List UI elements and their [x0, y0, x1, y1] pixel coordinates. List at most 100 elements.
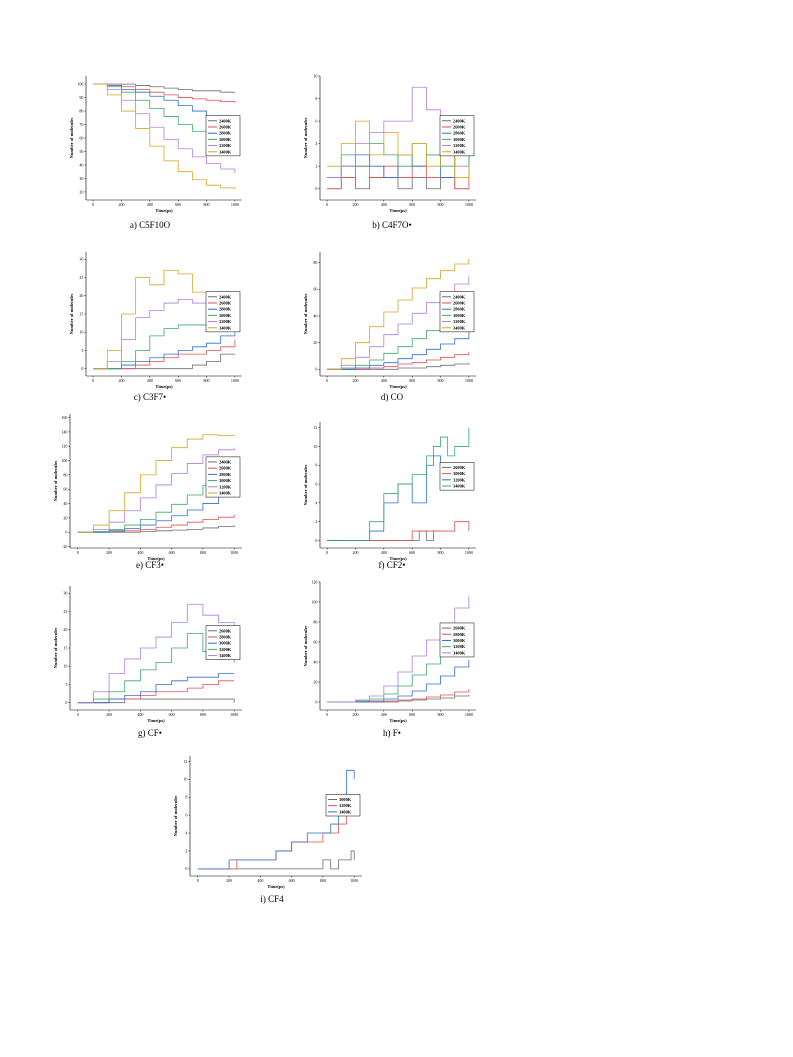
x-axis-label: Time(ps)	[389, 208, 407, 213]
y-tick-label: 60	[313, 639, 317, 644]
y-tick-label: 100	[311, 599, 317, 604]
y-tick-label: 0	[315, 186, 317, 191]
y-tick-label: 0	[65, 700, 67, 705]
x-axis-label: Time(ps)	[155, 208, 173, 213]
series-line-3000K	[197, 850, 355, 870]
series-line-3000K	[327, 521, 470, 541]
chart-svg-i: 0 200 400 600 800 1000 0 2 4 6 8 10 12 Time(ps) Number…	[173, 756, 362, 889]
chart-panel-b: 0 200 400 600 800 1000 0 2 4 6 8 10 Time(ps) Number o…	[300, 72, 480, 222]
chart-panel-g: 0 200 400 600 800 1000 0 5 10 15 20 25 30 Time(ps) Num…	[50, 582, 246, 732]
series-line-3200K	[93, 83, 236, 174]
legend-label-2800K: 2800K	[219, 307, 232, 312]
x-tick-label: 0	[92, 202, 94, 207]
x-tick-label: 800	[438, 202, 444, 207]
y-tick-label: 20	[63, 627, 67, 632]
legend-label-3200K: 3200K	[219, 484, 232, 489]
chart-svg-g: 0 200 400 600 800 1000 0 5 10 15 20 25 30 Time(ps) Num…	[53, 586, 242, 723]
y-tick-label: 12	[183, 759, 187, 764]
y-tick-label: 80	[63, 472, 67, 477]
series-line-2800K	[77, 487, 235, 533]
y-axis-label: Number of molecules	[303, 464, 308, 505]
chart-panel-c: 0 200 400 600 800 1000 0 5 10 15 20 25 30 Time(ps) Num…	[66, 248, 246, 398]
legend-box	[205, 291, 241, 333]
legend-label-2400K: 2400K	[219, 459, 232, 464]
legend-label-2600K: 2600K	[219, 628, 232, 633]
series-line-2600K	[93, 83, 236, 103]
legend-box	[439, 115, 475, 157]
y-tick-label: 30	[63, 591, 67, 596]
y-tick-label: 6	[315, 118, 317, 123]
x-tick-label: 800	[438, 378, 444, 383]
series-line-2800K	[327, 330, 470, 370]
y-tick-label: 60	[313, 287, 317, 292]
x-axis-label: Time(ps)	[389, 384, 407, 389]
x-tick-label: 400	[381, 378, 387, 383]
x-tick-label: 1000	[231, 378, 239, 383]
x-axis-label: Time(ps)	[147, 556, 165, 561]
series-line-2800K	[93, 332, 236, 370]
series-line-3200K	[77, 447, 235, 533]
legend-label-3200K: 3200K	[339, 803, 352, 808]
chart-svg-h: 0 200 400 600 800 1000 0 20 40 60 80 100 120 Time(ps)…	[303, 579, 476, 723]
chart-svg-c: 0 200 400 600 800 1000 0 5 10 15 20 25 30 Time(ps) Num…	[69, 252, 242, 389]
y-tick-label: 160	[61, 415, 67, 420]
panel-caption-f: f) CF2•	[378, 560, 406, 570]
x-tick-label: 0	[92, 378, 94, 383]
panel-caption-e: e) CF3•	[136, 560, 164, 570]
y-axis-label: Number of molecules	[53, 460, 58, 501]
legend-label-3200K: 3200K	[219, 319, 232, 324]
legend-label-3000K: 3000K	[219, 137, 232, 142]
panel-caption-d: d) CO	[380, 392, 404, 402]
x-tick-label: 200	[106, 712, 112, 717]
y-tick-label: 5	[81, 348, 83, 353]
x-tick-label: 0	[326, 550, 328, 555]
y-tick-label: 10	[313, 73, 317, 78]
chart-panel-i: 0 200 400 600 800 1000 0 2 4 6 8 10 12 Time(ps) Number…	[170, 752, 366, 898]
y-tick-label: 0	[315, 367, 317, 372]
x-tick-label: 600	[169, 712, 175, 717]
y-axis-label: Number of molecules	[173, 795, 178, 836]
x-tick-label: 0	[77, 550, 79, 555]
y-tick-label: 30	[79, 176, 83, 181]
y-tick-label: 80	[79, 108, 83, 113]
y-tick-label: 4	[185, 830, 187, 835]
x-tick-label: 800	[200, 550, 206, 555]
y-tick-label: 0	[185, 866, 187, 871]
x-tick-label: 1000	[465, 550, 473, 555]
y-tick-label: 40	[313, 313, 317, 318]
series-line-2400K	[93, 83, 235, 93]
y-tick-label: 2	[185, 848, 187, 853]
x-tick-label: 600	[409, 202, 415, 207]
legend-label-2800K: 2800K	[453, 307, 466, 312]
x-tick-label: 400	[147, 378, 153, 383]
y-tick-label: 2	[315, 519, 317, 524]
x-tick-label: 1000	[350, 878, 358, 883]
panel-caption-c: c) C3F7•	[133, 392, 167, 402]
legend-label-3200K: 3200K	[453, 319, 466, 324]
series-line-3400K	[93, 83, 236, 190]
y-tick-label: 20	[63, 515, 67, 520]
series-line-3400K	[327, 427, 470, 541]
legend-label-3400K: 3400K	[453, 484, 466, 489]
x-axis-label: Time(ps)	[389, 556, 407, 561]
y-tick-label: 2	[315, 164, 317, 169]
y-tick-label: 10	[183, 777, 187, 782]
legend-label-3000K: 3000K	[453, 471, 466, 476]
y-tick-label: 0	[315, 699, 317, 704]
y-tick-label: 50	[79, 149, 83, 154]
legend-label-3400K: 3400K	[453, 325, 466, 330]
series-line-2400K	[327, 177, 469, 190]
y-tick-label: 15	[79, 311, 83, 316]
x-tick-label: 0	[197, 878, 199, 883]
legend-label-3000K: 3000K	[219, 478, 232, 483]
legend-label-3400K: 3400K	[219, 653, 232, 658]
x-tick-label: 200	[352, 378, 358, 383]
legend-label-3000K: 3000K	[453, 638, 466, 643]
x-tick-label: 400	[381, 712, 387, 717]
panel-caption-b: b) C4F7O•	[372, 220, 412, 230]
legend-label-3400K: 3400K	[219, 149, 232, 154]
x-tick-label: 400	[147, 202, 153, 207]
x-tick-label: 0	[326, 712, 328, 717]
legend-label-3000K: 3000K	[219, 313, 232, 318]
series-line-2400K	[77, 525, 235, 533]
